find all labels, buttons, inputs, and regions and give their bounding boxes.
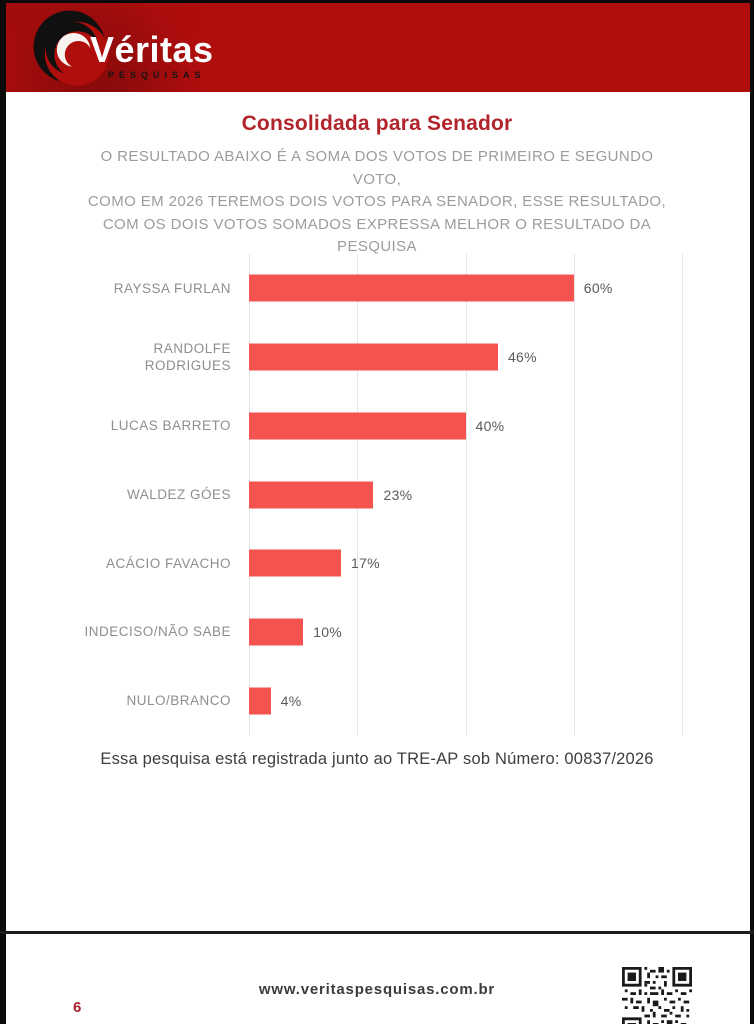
category-label: WALDEZ GÓES [126,487,231,503]
chart-row: RAYSSA FURLAN 60% [57,254,700,323]
subtitle: O RESULTADO ABAIXO É A SOMA DOS VOTOS DE… [77,146,677,259]
gridline-40 [465,254,467,735]
value-bar [249,274,574,302]
bar-track: 17% [249,529,682,598]
value-label: 46% [507,349,537,366]
chart-row: LUCAS BARRETO 40% [57,391,700,460]
category-label: RANDOLFE RODRIGUES [144,341,231,374]
subtitle-line: COMO EM 2026 TEREMOS DOIS VOTOS PARA SEN… [87,193,667,210]
value-bar [249,618,304,646]
logo-wordmark: Véritas [90,29,214,70]
value-label: 10% [313,623,343,640]
value-label: 23% [383,486,413,503]
value-bar [249,343,498,371]
value-label: 4% [280,692,302,709]
bar-track: 23% [249,460,682,529]
chart-row: INDECISO/NÃO SABE 10% [57,598,700,667]
chart-row: NULO/BRANCO 4% [57,666,700,735]
page-number: 6 [73,999,82,1016]
bar-track: 10% [249,598,682,667]
scan-edge-left [0,0,6,1024]
subtitle-line: O RESULTADO ABAIXO É A SOMA DOS VOTOS DE… [100,148,654,188]
subtitle-line: COM OS DOIS VOTOS SOMADOS EXPRESSA MELHO… [102,215,652,233]
value-bar [249,481,374,509]
bar-track: 46% [249,323,682,392]
bar-track: 60% [249,254,682,323]
chart-rows: RAYSSA FURLAN 60% RANDOLFE RODRIGUES 46% LUC… [57,254,700,735]
value-label: 40% [475,417,505,434]
scan-edge-right [750,0,754,1024]
scan-edge-top [0,0,754,3]
category-label: INDECISO/NÃO SABE [84,624,231,640]
value-label: 17% [351,555,380,572]
page-title: Consolidada para Senador [241,112,513,135]
veritas-logo: Véritas PESQUISAS [32,7,252,91]
logo-subtext: PESQUISAS [108,70,206,80]
veritas-swirl-icon [33,10,109,86]
category-label: NULO/BRANCO [126,693,231,709]
photo-seam-line [0,931,754,934]
chart-row: RANDOLFE RODRIGUES 46% [57,323,700,392]
website-url: www.veritaspesquisas.com.br [258,981,496,998]
category-label: LUCAS BARRETO [110,418,231,434]
chart-row: ACÁCIO FAVACHO 17% [57,529,700,598]
value-bar [249,687,271,715]
gridline-80 [682,254,683,735]
category-label: ACÁCIO FAVACHO [105,555,231,571]
value-bar [249,549,341,577]
value-bar [249,412,466,440]
header-banner: Véritas PESQUISAS [6,3,750,92]
subtitle-line: PESQUISA [337,238,417,255]
registration-note: Essa pesquisa está registrada junto ao T… [100,750,654,768]
bar-track: 40% [249,391,682,460]
bar-track: 4% [249,666,682,735]
gridline-60 [573,254,575,735]
chart-row: WALDEZ GÓES 23% [57,460,700,529]
qr-code [622,967,692,1024]
senator-results-chart: RAYSSA FURLAN 60% RANDOLFE RODRIGUES 46% LUC… [57,254,700,735]
value-label: 60% [583,280,613,297]
category-label: RAYSSA FURLAN [113,280,231,296]
